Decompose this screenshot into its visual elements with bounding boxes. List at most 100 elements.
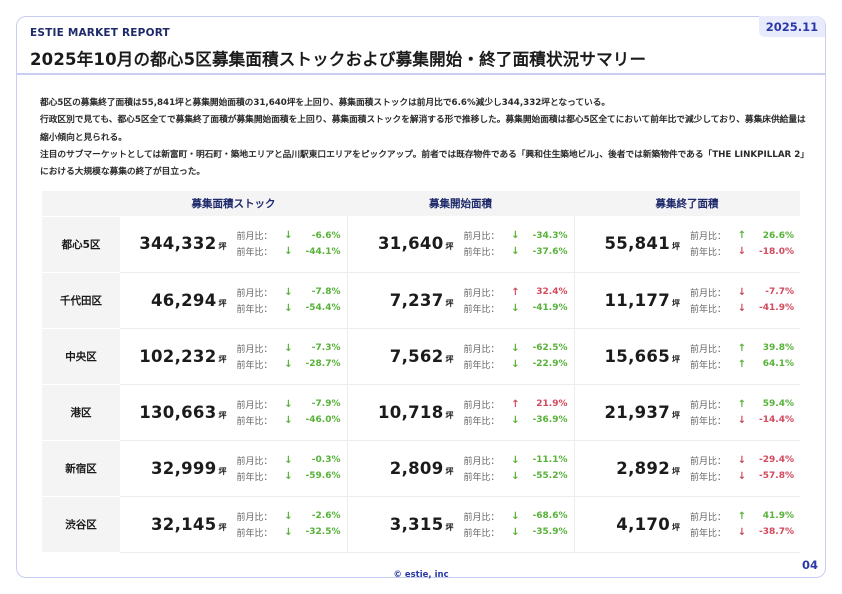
yoy-change: 前年比： ↓ -36.9% bbox=[464, 414, 568, 427]
unit-label: 坪 bbox=[218, 410, 227, 420]
arrow-down-icon: ↓ bbox=[511, 358, 520, 370]
yoy-change: 前年比： ↓ -22.9% bbox=[464, 358, 568, 371]
mom-change: 前月比： ↓ -62.5% bbox=[464, 342, 568, 355]
metric-value: 3,315 bbox=[389, 514, 444, 534]
arrow-up-icon: ↑ bbox=[511, 398, 520, 410]
mom-label: 前月比： bbox=[690, 400, 727, 411]
arrow-down-icon: ↓ bbox=[511, 246, 520, 258]
mom-percent: -7.8% bbox=[311, 287, 341, 297]
mom-change: 前月比： ↑ 26.6% bbox=[690, 229, 794, 242]
mom-percent: 26.6% bbox=[762, 230, 794, 241]
metric-cell: 4,170 坪前月比： ↑ 41.9% 前年比： ↓ -38.7% bbox=[573, 496, 800, 553]
yoy-change: 前年比： ↓ -54.4% bbox=[237, 302, 341, 315]
arrow-down-icon: ↓ bbox=[511, 230, 520, 242]
arrow-down-icon: ↓ bbox=[511, 470, 520, 482]
mom-percent: -7.3% bbox=[311, 343, 341, 353]
arrow-down-icon: ↓ bbox=[284, 398, 293, 410]
yoy-label: 前年比： bbox=[236, 528, 273, 539]
arrow-down-icon: ↓ bbox=[511, 414, 520, 426]
unit-label: 坪 bbox=[218, 354, 227, 364]
metric-cell: 2,809 坪前月比： ↓ -11.1% 前年比： ↓ -55.2% bbox=[346, 440, 574, 497]
yoy-label: 前年比： bbox=[463, 416, 500, 427]
yoy-change: 前年比： ↑ 64.1% bbox=[690, 358, 794, 371]
page-number: 04 bbox=[801, 558, 818, 572]
arrow-down-icon: ↓ bbox=[284, 454, 293, 466]
unit-label: 坪 bbox=[672, 410, 680, 420]
mom-change: 前月比： ↓ -29.4% bbox=[690, 454, 794, 467]
yoy-change: 前年比： ↓ -59.6% bbox=[237, 470, 341, 483]
metric-cell: 21,937 坪前月比： ↑ 59.4% 前年比： ↓ -14.4% bbox=[573, 384, 800, 441]
yoy-label: 前年比： bbox=[236, 416, 273, 427]
yoy-label: 前年比： bbox=[690, 304, 727, 315]
yoy-percent: -54.4% bbox=[305, 303, 341, 313]
arrow-down-icon: ↓ bbox=[284, 526, 293, 538]
mom-percent: -29.4% bbox=[759, 455, 794, 465]
metric-cell: 7,237 坪前月比： ↑ 32.4% 前年比： ↓ -41.9% bbox=[346, 272, 574, 329]
yoy-percent: -46.0% bbox=[305, 415, 341, 425]
column-header: 募集終了面積 bbox=[574, 191, 800, 216]
unit-label: 坪 bbox=[672, 354, 680, 364]
row-header-area: 新宿区 bbox=[42, 439, 120, 496]
arrow-down-icon: ↓ bbox=[511, 454, 520, 466]
yoy-label: 前年比： bbox=[463, 472, 500, 483]
yoy-percent: -55.2% bbox=[532, 471, 568, 481]
yoy-percent: -36.9% bbox=[532, 415, 568, 425]
metric-value: 2,809 bbox=[389, 458, 444, 478]
unit-label: 坪 bbox=[445, 410, 454, 420]
metric-cell: 55,841 坪前月比： ↑ 26.6% 前年比： ↓ -18.0% bbox=[573, 216, 800, 273]
yoy-change: 前年比： ↓ -41.9% bbox=[464, 302, 568, 315]
arrow-up-icon: ↑ bbox=[737, 398, 747, 410]
yoy-change: 前年比： ↓ -37.6% bbox=[464, 245, 568, 258]
metric-value: 130,663 bbox=[139, 402, 217, 422]
arrow-down-icon: ↓ bbox=[737, 286, 747, 298]
row-header-area: 港区 bbox=[42, 383, 120, 440]
arrow-down-icon: ↓ bbox=[737, 526, 747, 538]
yoy-change: 前年比： ↓ -14.4% bbox=[690, 414, 794, 427]
report-brand: ESTIE MARKET REPORT bbox=[30, 27, 170, 39]
mom-label: 前月比： bbox=[690, 344, 727, 355]
mom-label: 前月比： bbox=[690, 512, 727, 523]
arrow-down-icon: ↓ bbox=[284, 286, 293, 298]
yoy-label: 前年比： bbox=[463, 360, 500, 371]
metric-value: 2,892 bbox=[616, 458, 670, 478]
mom-label: 前月比： bbox=[236, 400, 273, 411]
arrow-up-icon: ↑ bbox=[737, 358, 747, 370]
metric-value: 7,237 bbox=[389, 290, 444, 310]
metric-value: 7,562 bbox=[389, 346, 444, 366]
mom-change: 前月比： ↓ -34.3% bbox=[464, 229, 568, 242]
yoy-label: 前年比： bbox=[690, 528, 727, 539]
metric-value: 102,232 bbox=[139, 346, 217, 366]
mom-percent: -6.6% bbox=[311, 230, 341, 241]
metric-value: 46,294 bbox=[151, 290, 217, 310]
metric-cell: 102,232 坪前月比： ↓ -7.3% 前年比： ↓ -28.7% bbox=[120, 328, 347, 385]
yoy-percent: -41.9% bbox=[759, 303, 794, 313]
yoy-percent: -14.4% bbox=[759, 415, 794, 425]
mom-percent: -2.6% bbox=[311, 511, 341, 521]
arrow-down-icon: ↓ bbox=[284, 358, 293, 370]
column-header: 募集面積ストック bbox=[120, 191, 347, 216]
arrow-down-icon: ↓ bbox=[284, 230, 293, 242]
metric-cell: 46,294 坪前月比： ↓ -7.8% 前年比： ↓ -54.4% bbox=[120, 272, 347, 329]
copyright: © estie, inc bbox=[393, 570, 449, 580]
yoy-change: 前年比： ↓ -28.7% bbox=[237, 358, 341, 371]
arrow-down-icon: ↓ bbox=[284, 510, 293, 522]
yoy-change: 前年比： ↓ -46.0% bbox=[237, 414, 341, 427]
mom-change: 前月比： ↓ -11.1% bbox=[464, 454, 568, 467]
arrow-up-icon: ↑ bbox=[511, 286, 520, 298]
mom-change: 前月比： ↑ 21.9% bbox=[464, 398, 568, 411]
yoy-label: 前年比： bbox=[236, 472, 273, 483]
metric-cell: 31,640 坪前月比： ↓ -34.3% 前年比： ↓ -37.6% bbox=[346, 216, 574, 273]
yoy-label: 前年比： bbox=[463, 304, 500, 315]
arrow-down-icon: ↓ bbox=[284, 246, 293, 258]
metric-value: 55,841 bbox=[604, 234, 670, 254]
yoy-percent: -22.9% bbox=[532, 359, 568, 369]
metric-value: 344,332 bbox=[139, 234, 217, 254]
mom-percent: 59.4% bbox=[762, 399, 794, 409]
row-header-area: 千代田区 bbox=[42, 271, 120, 328]
metric-value: 10,718 bbox=[378, 402, 444, 422]
yoy-label: 前年比： bbox=[463, 528, 500, 539]
table-row: 中央区 102,232 坪前月比： ↓ -7.3% 前年比： ↓ -28.7% 7,562 坪前月… bbox=[42, 327, 800, 385]
yoy-percent: -59.6% bbox=[305, 471, 341, 481]
mom-percent: -68.6% bbox=[532, 511, 568, 521]
unit-label: 坪 bbox=[672, 242, 680, 252]
